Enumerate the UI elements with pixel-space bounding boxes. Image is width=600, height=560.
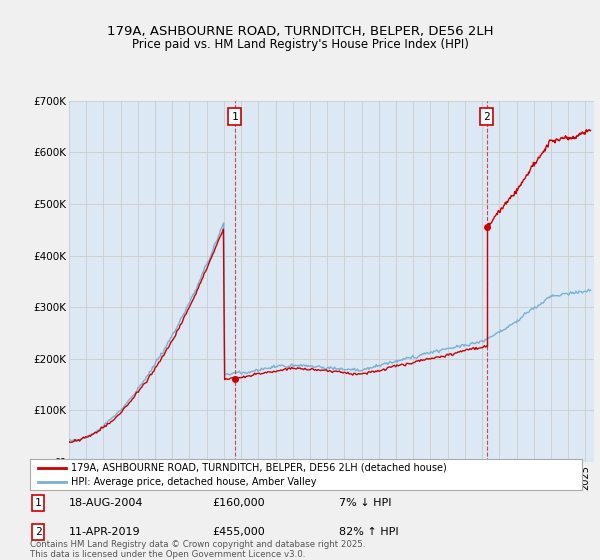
Text: £160,000: £160,000 <box>212 498 265 508</box>
Text: 18-AUG-2004: 18-AUG-2004 <box>68 498 143 508</box>
Text: 7% ↓ HPI: 7% ↓ HPI <box>339 498 392 508</box>
Text: Price paid vs. HM Land Registry's House Price Index (HPI): Price paid vs. HM Land Registry's House … <box>131 38 469 50</box>
Text: 1: 1 <box>232 111 238 122</box>
Text: HPI: Average price, detached house, Amber Valley: HPI: Average price, detached house, Ambe… <box>71 477 317 487</box>
Text: 2: 2 <box>35 527 41 537</box>
Text: £455,000: £455,000 <box>212 527 265 537</box>
Text: 11-APR-2019: 11-APR-2019 <box>68 527 140 537</box>
Text: 179A, ASHBOURNE ROAD, TURNDITCH, BELPER, DE56 2LH: 179A, ASHBOURNE ROAD, TURNDITCH, BELPER,… <box>107 25 493 38</box>
Text: 1: 1 <box>35 498 41 508</box>
Text: 82% ↑ HPI: 82% ↑ HPI <box>339 527 399 537</box>
Text: Contains HM Land Registry data © Crown copyright and database right 2025.
This d: Contains HM Land Registry data © Crown c… <box>30 540 365 559</box>
Text: 179A, ASHBOURNE ROAD, TURNDITCH, BELPER, DE56 2LH (detached house): 179A, ASHBOURNE ROAD, TURNDITCH, BELPER,… <box>71 463 447 473</box>
Text: 2: 2 <box>484 111 490 122</box>
